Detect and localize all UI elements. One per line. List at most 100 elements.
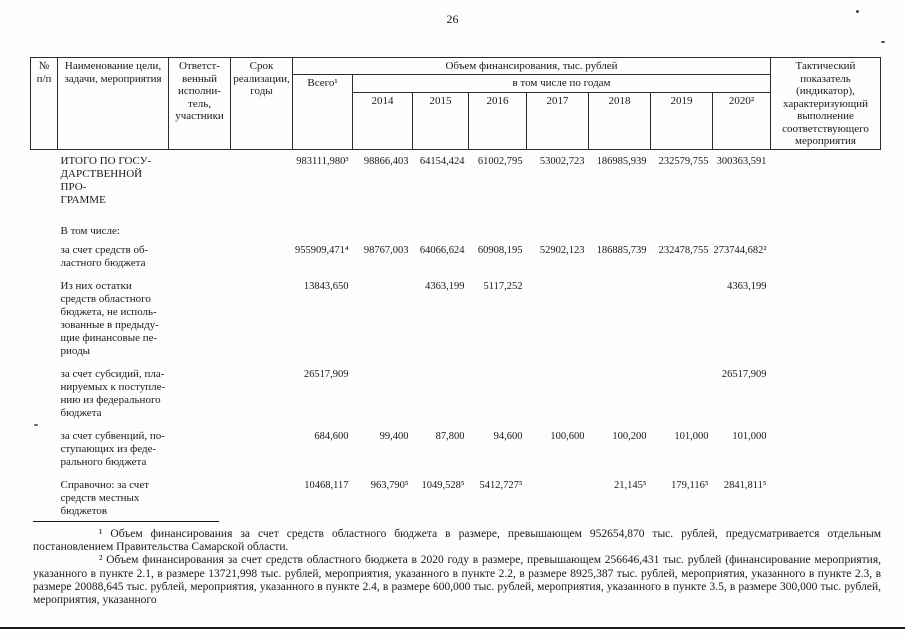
table-row-federal-subsidies: за счет субсидий, пла- нируемых к поступ… <box>31 368 881 430</box>
row-term-cell <box>231 280 293 368</box>
footnote-separator-line <box>33 521 219 522</box>
row-value-2019: 101,000 <box>674 430 709 442</box>
row-value-2016: 60908,195 <box>477 244 523 256</box>
row-total-cell: 684,600 <box>314 430 349 442</box>
row-value-2016: 61002,795 <box>477 155 523 167</box>
row-value-2019: 179,116⁵ <box>671 479 709 491</box>
row-indicator-cell <box>771 149 881 225</box>
row-executor-cell <box>169 225 231 244</box>
row-value-2017 <box>527 368 589 430</box>
col-header-year-2014: 2014 <box>352 91 413 150</box>
row-term-cell <box>231 225 293 244</box>
row-value-2017: 100,600 <box>550 430 585 442</box>
table-row-including-label: В том числе: <box>31 225 881 244</box>
col-header-year-2016: 2016 <box>468 91 527 150</box>
footnote-2: ² Объем финансирования за счет средств о… <box>33 554 881 607</box>
row-value-2014: 963,790⁵ <box>370 479 409 491</box>
row-value-2015 <box>413 225 469 244</box>
row-total-cell: 955909,471⁴ <box>294 244 349 256</box>
row-value-2016 <box>469 368 527 430</box>
row-value-2015: 1049,528⁵ <box>421 479 465 491</box>
row-value-2018: 186885,739 <box>596 244 647 256</box>
row-number-cell <box>31 244 58 280</box>
row-term-cell <box>231 430 293 479</box>
table-row-local-budgets: Справочно: за счет средств местных бюдже… <box>31 479 881 528</box>
col-header-year-2015: 2015 <box>412 91 469 150</box>
row-value-2019: 232478,755 <box>658 244 709 256</box>
row-value-2014 <box>353 225 413 244</box>
row-name-cell: за счет средств об- ластного бюджета <box>60 243 149 269</box>
row-indicator-cell <box>771 225 881 244</box>
row-name-cell: ИТОГО ПО ГОСУ- ДАРСТВЕННОЙ ПРО- ГРАММЕ <box>60 154 152 206</box>
row-term-cell <box>231 149 293 225</box>
page-bottom-rule <box>0 627 905 629</box>
row-value-2018: 186985,939 <box>596 155 647 167</box>
row-value-2015: 64066,624 <box>419 244 465 256</box>
header-row-subgroups: Всего¹ в том числе по годам <box>31 73 881 150</box>
row-total-cell: 10468,117 <box>304 479 349 491</box>
scan-artifact-dot <box>856 10 859 13</box>
row-value-2016: 94,600 <box>493 430 523 442</box>
row-executor-cell <box>169 368 231 430</box>
row-value-2017 <box>527 225 589 244</box>
row-name-cell: Из них остатки средств областного бюджет… <box>60 279 159 357</box>
row-executor-cell <box>169 280 231 368</box>
row-name-cell: за счет субвенций, по- ступающих из феде… <box>60 429 165 468</box>
row-value-2020: 101,000 <box>732 430 767 442</box>
row-value-2015: 87,800 <box>435 430 465 442</box>
row-value-2014 <box>353 368 413 430</box>
row-value-2015: 64154,424 <box>419 155 465 167</box>
col-header-year-2018: 2018 <box>588 91 651 150</box>
row-value-2017: 53002,723 <box>539 155 585 167</box>
row-total-cell <box>293 225 353 244</box>
row-value-2015: 4363,199 <box>425 280 465 292</box>
row-value-2018 <box>589 225 651 244</box>
table-row-regional-budget: за счет средств об- ластного бюджета 955… <box>31 244 881 280</box>
footnote-1: ¹ Объем финансирования за счет средств о… <box>33 528 881 554</box>
col-header-term: Срок реализации, годы <box>230 57 293 150</box>
row-value-2017: 52902,123 <box>539 244 585 256</box>
row-value-2015 <box>413 368 469 430</box>
row-value-2020: 273744,682² <box>713 244 767 256</box>
page-number: 26 <box>446 12 459 26</box>
col-header-year-2019: 2019 <box>650 91 713 150</box>
row-value-2014: 98866,403 <box>363 155 409 167</box>
col-header-years-group: в том числе по годам <box>352 73 771 93</box>
col-header-financing-group: Объем финансирования, тыс. рублей <box>292 57 771 75</box>
table-row-grand-total: ИТОГО ПО ГОСУ- ДАРСТВЕННОЙ ПРО- ГРАММЕ 9… <box>31 149 881 225</box>
row-number-cell <box>31 368 58 430</box>
row-value-2019 <box>651 368 713 430</box>
row-total-cell: 13843,650 <box>303 280 349 292</box>
row-value-2016 <box>469 225 527 244</box>
row-indicator-cell <box>771 430 881 479</box>
row-value-2020 <box>713 225 771 244</box>
row-value-2018 <box>589 368 651 430</box>
row-value-2016: 5117,252 <box>483 280 523 292</box>
row-value-2017 <box>527 280 589 368</box>
header-row-years: 2014 2015 2016 2017 2018 2019 2020² <box>31 91 881 150</box>
row-value-2014: 98767,003 <box>363 244 409 256</box>
row-name-cell: В том числе: <box>60 224 120 237</box>
row-value-2016: 5412,727⁵ <box>479 479 523 491</box>
header-row-groups: № п/п Наименование цели, задачи, меропри… <box>30 57 881 150</box>
row-value-2019 <box>651 280 713 368</box>
scan-artifact-dot <box>34 424 38 426</box>
col-header-executor: Ответст- венный исполни- тель, участники <box>168 57 231 150</box>
row-executor-cell <box>169 244 231 280</box>
row-term-cell <box>231 244 293 280</box>
row-number-cell <box>31 430 58 479</box>
row-executor-cell <box>169 149 231 225</box>
table-row-federal-subventions: за счет субвенций, по- ступающих из феде… <box>31 430 881 479</box>
row-value-2014: 99,400 <box>379 430 409 442</box>
row-number-cell <box>31 149 58 225</box>
row-total-cell: 26517,909 <box>303 368 349 380</box>
row-name-cell: Справочно: за счет средств местных бюдже… <box>60 478 150 517</box>
row-value-2020: 2841,811⁵ <box>723 479 767 491</box>
row-value-2019 <box>651 225 713 244</box>
table-row-budget-remainders: Из них остатки средств областного бюджет… <box>31 280 881 368</box>
row-number-cell <box>31 225 58 244</box>
row-executor-cell <box>169 430 231 479</box>
col-header-num: № п/п <box>30 57 58 150</box>
row-indicator-cell <box>771 368 881 430</box>
